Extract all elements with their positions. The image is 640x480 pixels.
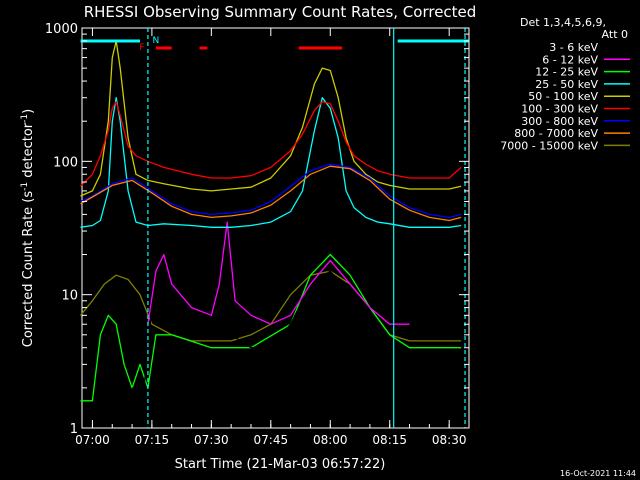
chart-title: RHESSI Observing Summary Count Rates, Co… [84,3,477,21]
legend-label: 300 - 800 keV [521,115,598,128]
x-tick-label: 07:15 [135,433,170,447]
legend-label: 6 - 12 keV [542,53,598,66]
series-line-8 [79,270,462,342]
y-tick-label: 10 [61,289,78,304]
series-line-7 [80,165,462,222]
x-tick-label: 08:15 [372,433,407,447]
legend-label: 25 - 50 keV [535,78,598,91]
y-tick-label: 100 [53,155,78,170]
y-axis-label-part: Corrected Count Rate (s [21,191,36,348]
x-axis-label: Start Time (21-Mar-03 06:57:22) [175,457,386,472]
y-axis-label-sup: -1 [20,114,30,123]
y-axis-label-part: ) [21,109,36,114]
axis-layer: 07:00 07:15 07:30 07:45 08:00 08:15 08:30 1 10 10… [45,22,469,447]
legend-label: 3 - 6 keV [549,41,598,54]
series-line-2 [80,253,462,402]
legend-label: 50 - 100 keV [528,90,598,103]
legend-label: 800 - 7000 keV [514,127,598,140]
attenuator-flag-0: F [139,43,144,53]
y-axis-label-part: detector [21,122,36,182]
series-layer [79,40,462,402]
x-tick-label: 08:00 [313,433,348,447]
legend-label: 100 - 300 keV [521,103,598,116]
y-axis-label-sup: -1 [20,182,30,191]
series-line-6 [80,163,462,219]
overlay-layer: FN [80,28,469,428]
footer-date: 16-Oct-2021 11:44 [560,469,636,478]
plot-frame [81,27,470,429]
attenuator-flag-1: N [153,36,160,46]
x-tick-label: 07:30 [194,433,229,447]
series-line-0 [132,253,371,389]
series-line-1 [147,221,410,325]
x-tick-label: 08:30 [432,433,467,447]
legend-header-line-2: Att 0 [602,28,628,41]
y-tick-label: 1000 [45,22,78,37]
y-tick-label: 1 [70,422,78,437]
series-line-5 [80,101,462,187]
legend-header-line-1: Det 1,3,4,5,6,9, [520,16,606,29]
series-line-3 [80,97,462,228]
legend-label: 12 - 25 keV [535,66,598,79]
legend-label: 7000 - 15000 keV [500,139,598,152]
x-tick-label: 07:00 [75,433,110,447]
x-tick-label: 07:45 [254,433,289,447]
y-axis-label: Corrected Count Rate (s-1 detector-1) [20,109,36,347]
